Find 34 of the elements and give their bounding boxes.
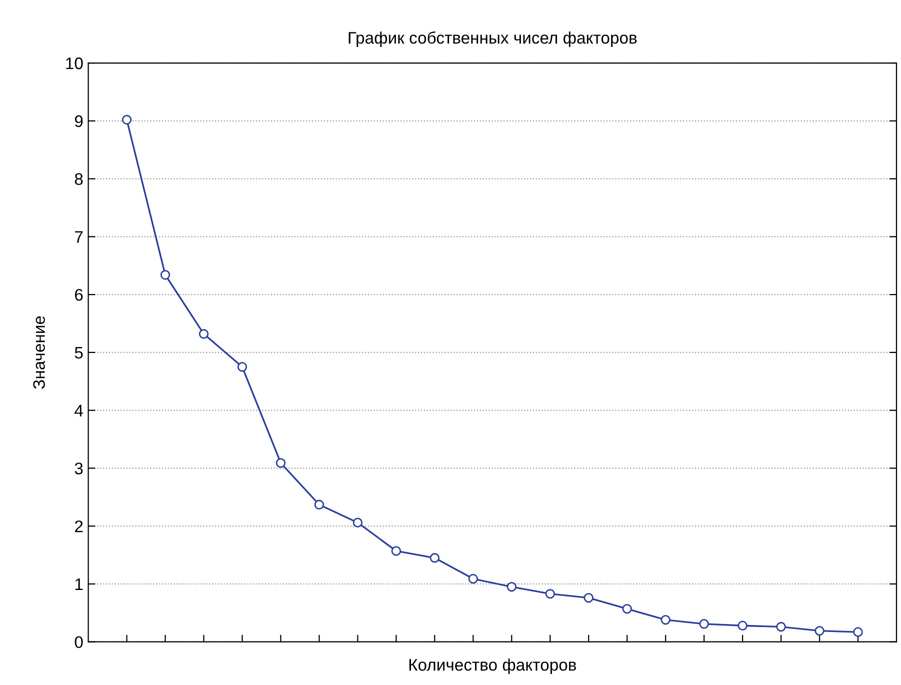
point — [122, 114, 132, 125]
point — [430, 553, 440, 563]
y-tick-label: 4 — [74, 404, 83, 416]
y-tick-label: 7 — [75, 231, 83, 243]
point — [584, 592, 594, 603]
point — [468, 574, 478, 584]
point — [776, 622, 786, 632]
point — [160, 270, 170, 280]
point — [699, 619, 709, 629]
point — [506, 582, 516, 592]
x-axis-title: Количество факторов — [409, 658, 576, 674]
point — [198, 329, 209, 339]
y-tick-label: 5 — [74, 347, 83, 359]
y-tick-label: 10 — [66, 57, 83, 70]
y-tick-label: 1 — [75, 578, 83, 590]
point — [276, 458, 286, 468]
point — [814, 626, 824, 636]
y-tick-label: 9 — [74, 115, 83, 128]
y-axis-title: Значение — [33, 316, 45, 389]
point — [391, 546, 402, 556]
point — [622, 604, 632, 614]
y-tick-label: 3 — [74, 462, 83, 474]
y-tick-label: 6 — [75, 288, 83, 301]
y-tick-label: 0 — [74, 636, 83, 648]
chart-title: График собственных чисел факторов — [348, 31, 637, 48]
point — [237, 362, 248, 372]
point — [853, 627, 863, 637]
y-tick-label: 2 — [75, 520, 83, 532]
point — [545, 588, 555, 599]
point — [660, 614, 670, 625]
point — [352, 518, 363, 528]
point — [314, 500, 324, 510]
point — [738, 620, 748, 630]
y-tick-label: 8 — [74, 173, 83, 185]
